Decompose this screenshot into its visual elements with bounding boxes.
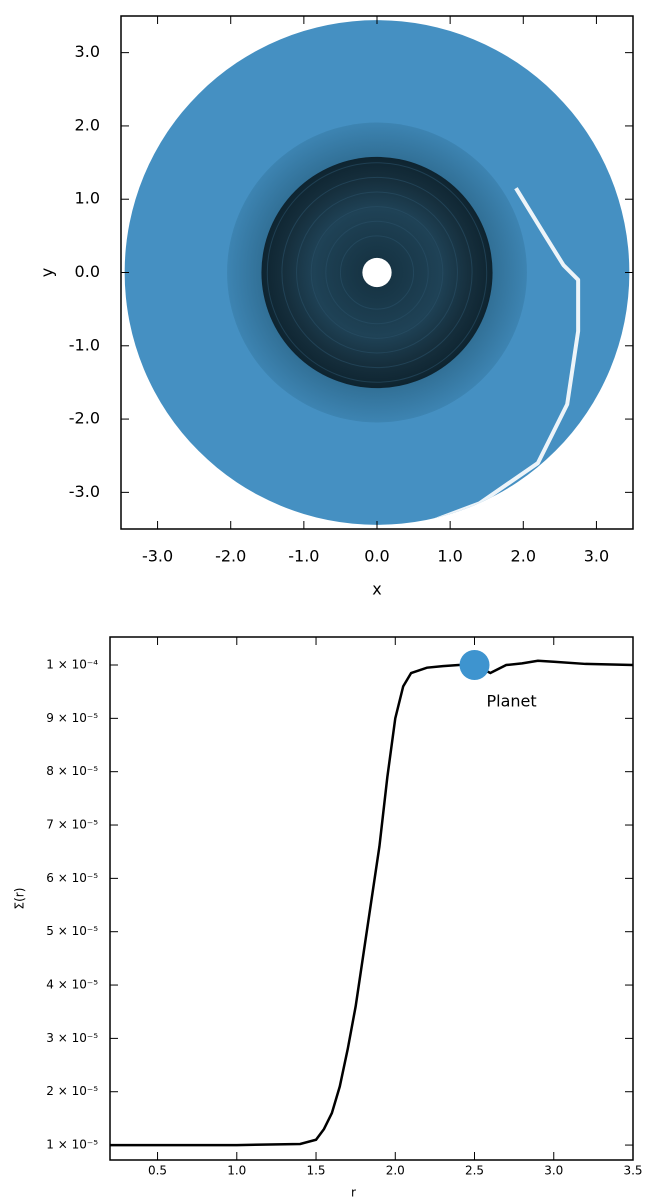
ring bbox=[325, 220, 429, 325]
y-tick-label: 1.0 bbox=[75, 189, 100, 208]
x-tick-label: 2.5 bbox=[465, 1164, 484, 1178]
x-tick-label: 1.0 bbox=[227, 1164, 246, 1178]
ring bbox=[339, 235, 415, 310]
x-tick-label: 0.5 bbox=[148, 1164, 167, 1178]
y-tick-label: 5 × 10⁻⁵ bbox=[46, 924, 98, 938]
x-tick-label: 3.0 bbox=[544, 1164, 563, 1178]
x-tick-label: -1.0 bbox=[288, 547, 319, 566]
planet-marker bbox=[459, 650, 490, 681]
y-tick-label: -2.0 bbox=[69, 409, 100, 428]
inner-hole bbox=[362, 257, 392, 288]
ring bbox=[266, 162, 488, 383]
ring bbox=[310, 206, 444, 339]
x-tick-label: 1.5 bbox=[306, 1164, 325, 1178]
x-tick-label: -2.0 bbox=[215, 547, 246, 566]
x-tick-label: 1.0 bbox=[437, 547, 462, 566]
y-tick-label: 7 × 10⁻⁵ bbox=[46, 818, 98, 832]
y-axis-label: y bbox=[38, 268, 57, 277]
x-tick-label: 2.0 bbox=[386, 1164, 405, 1178]
x-axis-label: r bbox=[351, 1186, 356, 1200]
y-tick-label: 9 × 10⁻⁵ bbox=[46, 711, 98, 725]
y-tick-label: -3.0 bbox=[69, 482, 100, 501]
y-tick-label: 1 × 10⁻⁵ bbox=[46, 1138, 98, 1152]
y-tick-label: 1 × 10⁻⁴ bbox=[46, 658, 98, 672]
x-tick-label: 2.0 bbox=[511, 547, 536, 566]
x-tick-label: -3.0 bbox=[142, 547, 173, 566]
profile-line bbox=[110, 659, 634, 1147]
x-tick-label: 3.5 bbox=[623, 1164, 642, 1178]
y-axis-label: Σ(r) bbox=[13, 888, 27, 910]
plot-frame bbox=[109, 636, 634, 1161]
y-tick-label: 3.0 bbox=[75, 42, 100, 61]
y-tick-label: 0.0 bbox=[75, 262, 100, 281]
y-tick-label: 6 × 10⁻⁵ bbox=[46, 871, 98, 885]
y-tick-label: 3 × 10⁻⁵ bbox=[46, 1031, 98, 1045]
spiral-arm bbox=[420, 187, 581, 525]
x-tick-label: 3.0 bbox=[584, 547, 609, 566]
y-tick-label: -1.0 bbox=[69, 335, 100, 354]
y-tick-label: 2 × 10⁻⁵ bbox=[46, 1084, 98, 1098]
ring bbox=[296, 191, 458, 354]
x-tick-label: 0.0 bbox=[364, 547, 389, 566]
ring bbox=[281, 176, 473, 369]
x-axis-label: x bbox=[372, 580, 381, 599]
annotation: Planet bbox=[487, 692, 537, 711]
y-tick-label: 4 × 10⁻⁵ bbox=[46, 978, 98, 992]
y-tick-label: 2.0 bbox=[75, 115, 100, 134]
y-tick-label: 8 × 10⁻⁵ bbox=[46, 764, 98, 778]
